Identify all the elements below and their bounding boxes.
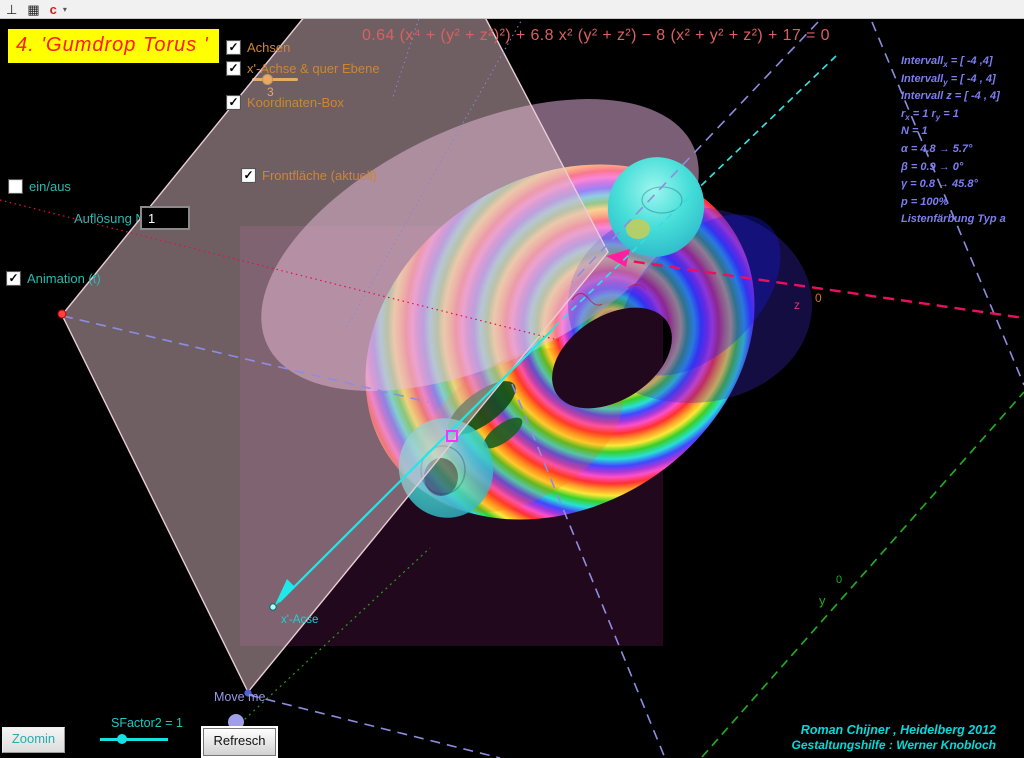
info-listenfaerbung: Listenfärbung Typ a	[901, 213, 1006, 226]
plane-diagonal-dashed-left	[62, 315, 429, 403]
move-me-label: Move me	[214, 690, 266, 704]
info-intervall-y: Intervally = [ -4 , 4]	[901, 72, 996, 87]
info-intervall-x: Intervallx = [ -4 ,4]	[901, 55, 993, 69]
info-alpha: α = 4.8 → 5.7°	[901, 142, 973, 155]
plane-tip-point[interactable]	[244, 689, 252, 697]
x-prime-endpoint[interactable]	[269, 603, 277, 611]
credit-design: Gestaltungshilfe : Werner Knobloch	[791, 738, 996, 752]
y-axis-dashed	[701, 391, 1024, 758]
checkbox-box[interactable]	[8, 179, 23, 194]
checkbox-frontflaeche[interactable]: ✓ Frontfläche (aktuell)	[241, 168, 377, 183]
x-axis-dashed-upper	[571, 21, 819, 283]
parameters-info-panel: Intervallx = [ -4 ,4] Intervally = [ -4 …	[901, 55, 1023, 231]
checkbox-x-achse-quer-ebene[interactable]: ✓ x'-Achse & quer Ebene	[226, 61, 380, 76]
zoomin-button[interactable]: Zoomin	[2, 727, 65, 753]
x-prime-arrowhead	[274, 579, 295, 607]
checkbox-label: Koordinaten-Box	[247, 95, 344, 110]
plane-diagonal-dashed-bottom	[248, 694, 501, 758]
checkbox-box[interactable]: ✓	[241, 168, 256, 183]
axes-icon[interactable]: ⊥	[6, 1, 18, 17]
z-axis-zero-tick: 0	[815, 291, 822, 305]
checkbox-label: Animation (t)	[27, 271, 101, 286]
magenta-square-marker[interactable]	[446, 430, 458, 442]
box-diagonal-dashed-right	[871, 21, 1024, 386]
x-prime-axis-solid	[278, 327, 555, 603]
reflection-squiggle-2	[627, 284, 647, 291]
checkbox-achsen[interactable]: ✓ Achsen	[226, 40, 290, 55]
info-p: p = 100%	[901, 195, 949, 208]
inner-green-patch-small	[483, 417, 523, 449]
checkbox-label: Achsen	[247, 40, 291, 55]
info-beta: β = 0.9 → 0°	[901, 160, 964, 173]
page-title: 4. 'Gumdrop Torus '	[8, 29, 219, 63]
surface-equation: 0.64 (x⁴ + (y² + z²)²) + 6.8 x² (y² + z²…	[362, 27, 830, 44]
aufloesung-label: Auflösung N =	[74, 211, 157, 226]
box-edge-dotted-2	[344, 0, 534, 331]
checkbox-box[interactable]: ✓	[226, 95, 241, 110]
checkbox-animation[interactable]: ✓ Animation (t)	[6, 271, 101, 286]
y-axis-label: y	[819, 593, 826, 608]
sfactor-slider-label: SFactor2 = 1	[111, 716, 183, 730]
info-radii: rx = 1 ry = 1	[901, 107, 959, 122]
aufloesung-input[interactable]	[140, 206, 190, 230]
grid-icon[interactable]: ▦	[27, 1, 40, 17]
plane-left-vertex-point[interactable]	[57, 309, 67, 319]
z-axis-dashed	[615, 257, 1024, 320]
checkbox-koordinaten-box[interactable]: ✓ Koordinaten-Box	[226, 95, 344, 110]
z-axis-arrowhead	[606, 249, 630, 267]
front-plane	[61, 0, 609, 694]
move-me-point[interactable]	[228, 714, 244, 730]
chevron-down-icon[interactable]: ▾	[62, 4, 67, 14]
info-gamma: γ = 0.8 → 45.8°	[901, 178, 978, 191]
checkbox-label: Frontfläche (aktuell)	[262, 168, 377, 183]
reflection-squiggle-1	[571, 293, 603, 306]
info-n: N = 1	[901, 125, 928, 138]
checkbox-box[interactable]: ✓	[226, 61, 241, 76]
checkbox-box[interactable]: ✓	[226, 40, 241, 55]
top-toolbar: ⊥ ▦ c ▾	[0, 0, 1024, 19]
refresch-button[interactable]: Refresch	[201, 726, 278, 758]
z-axis-label: z	[794, 298, 800, 312]
sfactor-slider-thumb[interactable]	[117, 734, 127, 744]
checkbox-label: ein/aus	[29, 179, 71, 194]
capture-style-icon[interactable]: c	[49, 1, 57, 17]
gumdrop-blob-upper	[607, 157, 705, 257]
info-intervall-z: Intervall z = [ -4 , 4]	[901, 90, 1000, 103]
checkbox-ein-aus[interactable]: ein/aus	[8, 179, 71, 194]
sfactor-slider-track[interactable]	[100, 738, 168, 741]
y-axis-zero-tick: 0	[836, 574, 843, 586]
x-prime-axis-dashed	[553, 55, 837, 328]
checkbox-box[interactable]: ✓	[6, 271, 21, 286]
x-prime-axis-label: x'-Acse	[281, 614, 319, 626]
checkbox-label: x'-Achse & quer Ebene	[247, 61, 380, 76]
credit-author: Roman Chijner , Heidelberg 2012	[800, 723, 996, 737]
